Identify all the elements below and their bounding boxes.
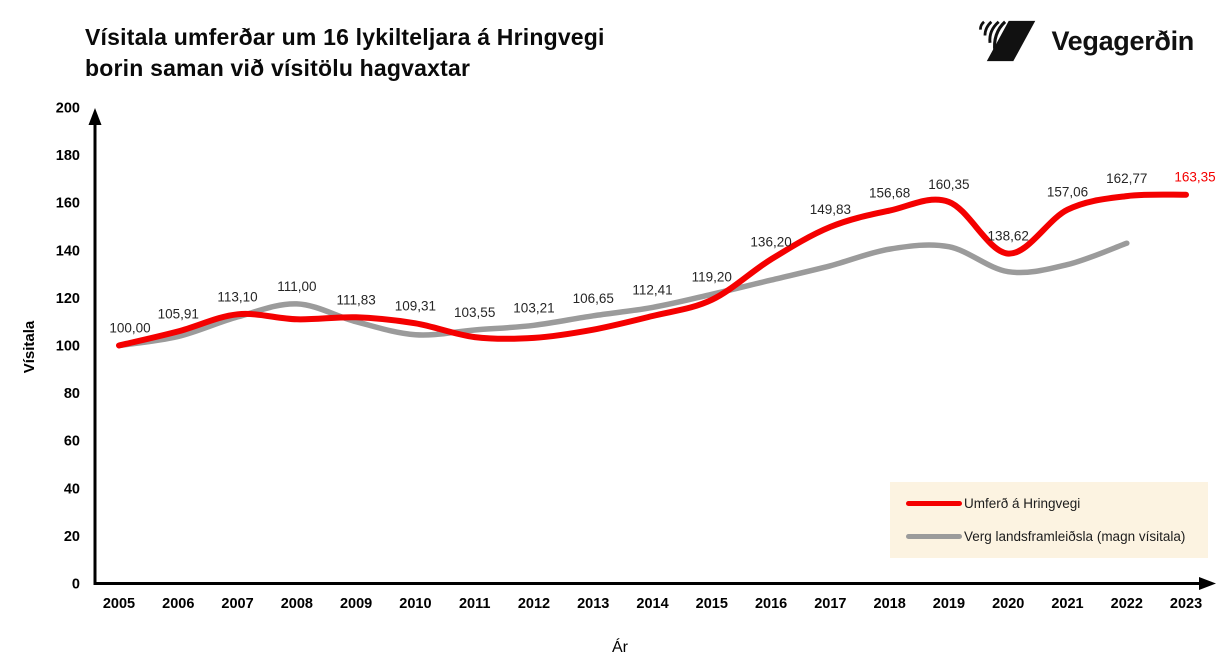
x-tick-label: 2019 [933, 596, 965, 612]
legend: Umferð á Hringvegi Verg landsframleiðsla… [890, 482, 1208, 558]
x-tick-label: 2007 [221, 596, 253, 612]
y-tick-label: 180 [56, 148, 80, 164]
data-label: 113,10 [217, 289, 257, 304]
data-label: 112,41 [632, 282, 672, 297]
legend-item-gdp: Verg landsframleiðsla (magn vísitala) [906, 529, 1198, 544]
y-tick-label: 200 [56, 101, 80, 117]
x-tick-label: 2013 [577, 596, 609, 612]
title-line-1: Vísitala umferðar um 16 lykilteljara á H… [85, 24, 605, 50]
gdp-line-swatch [906, 534, 962, 539]
y-tick-label: 0 [72, 577, 80, 593]
data-label: 111,83 [336, 292, 375, 307]
logo-text: Vegagerðin [1051, 25, 1194, 56]
x-tick-label: 2014 [636, 596, 668, 612]
legend-item-traffic: Umferð á Hringvegi [906, 496, 1198, 511]
x-tick-label: 2015 [696, 596, 728, 612]
data-label: 156,68 [869, 186, 910, 201]
traffic-line [116, 191, 1189, 349]
x-tick-label: 2017 [814, 596, 846, 612]
x-axis-arrow [1199, 577, 1216, 590]
data-label: 103,21 [513, 300, 554, 315]
data-label: 160,35 [928, 177, 969, 192]
x-tick-label: 2005 [103, 596, 135, 612]
vegagerdin-logo-icon [979, 20, 1036, 62]
title-line-2: borin saman við vísitölu hagvaxtar [85, 55, 471, 81]
legend-label-traffic: Umferð á Hringvegi [964, 496, 1081, 511]
x-tick-label: 2018 [874, 596, 906, 612]
y-tick-label: 140 [56, 243, 80, 259]
y-tick-label: 40 [64, 481, 80, 497]
data-label: 111,00 [277, 279, 316, 294]
gdp-line [116, 240, 1130, 349]
page-title: Vísitala umferðar um 16 lykilteljara á H… [85, 22, 605, 84]
x-tick-label: 2006 [162, 596, 194, 612]
x-tick-label: 2008 [281, 596, 313, 612]
data-label: 138,62 [988, 229, 1029, 244]
x-tick-label: 2016 [755, 596, 787, 612]
y-tick-label: 160 [56, 196, 80, 212]
x-tick-label: 2022 [1111, 596, 1143, 612]
y-axis-arrow [88, 108, 102, 125]
data-label: 103,55 [454, 305, 495, 320]
y-tick-label: 120 [56, 291, 80, 307]
data-label: 149,83 [810, 202, 851, 217]
data-label: 163,35 [1174, 170, 1215, 185]
data-label: 136,20 [750, 234, 791, 249]
x-tick-label: 2011 [459, 596, 490, 612]
y-axis-title: Vísitala [21, 320, 38, 373]
data-label: 162,77 [1106, 171, 1147, 186]
x-tick-label: 2009 [340, 596, 372, 612]
traffic-line-swatch [906, 501, 962, 506]
y-tick-label: 20 [64, 529, 80, 545]
y-tick-label: 80 [64, 386, 80, 402]
legend-label-gdp: Verg landsframleiðsla (magn vísitala) [964, 529, 1186, 544]
data-label: 119,20 [692, 269, 732, 284]
data-label: 109,31 [395, 298, 436, 313]
x-tick-label: 2010 [399, 596, 431, 612]
x-tick-label: 2020 [992, 596, 1024, 612]
x-tick-label: 2021 [1051, 596, 1083, 612]
y-tick-label: 60 [64, 434, 80, 450]
x-axis-title: Ár [612, 637, 629, 656]
y-tick-label: 100 [56, 339, 80, 355]
x-tick-label: 2012 [518, 596, 550, 612]
data-label: 157,06 [1047, 185, 1088, 200]
x-tick-label: 2023 [1170, 596, 1202, 612]
data-label: 106,65 [573, 291, 614, 306]
vegagerdin-logo: Vegagerðin [974, 18, 1194, 64]
data-label: 100,00 [109, 321, 150, 336]
data-label: 105,91 [158, 306, 199, 321]
